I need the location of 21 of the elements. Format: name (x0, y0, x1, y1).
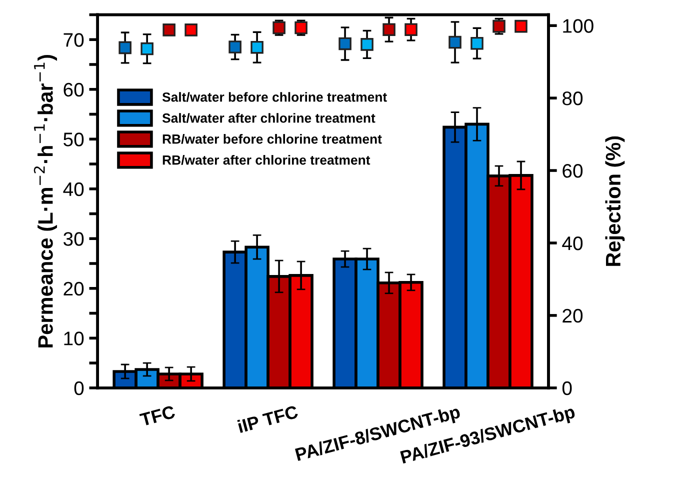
y2-axis-title: Rejection (%) (605, 136, 625, 266)
x-tick-label: TFC (139, 405, 176, 426)
y-tick-label: 40 (63, 182, 84, 196)
legend-label: Salt/water before chlorine treatment (162, 92, 387, 102)
legend-label: RB/water before chlorine treatment (162, 134, 382, 144)
y2-tick-label: 100 (563, 19, 594, 33)
y-tick-label: 70 (64, 33, 84, 47)
y-tick-label: 50 (64, 132, 84, 146)
y2-tick-label: 20 (562, 308, 583, 323)
y-tick-label: 20 (64, 282, 84, 296)
y2-tick-label: 60 (562, 164, 583, 178)
y2-tick-label: 80 (562, 92, 583, 106)
y-axis-title: Permeance (L·m$^{−2}$·h$^{−1}$·bar$^{−1}$) (34, 54, 57, 348)
y2-tick-label: 0 (562, 381, 572, 396)
y2-tick-label: 40 (562, 236, 583, 250)
y-tick-label: 0 (74, 381, 84, 396)
y-tick-label: 10 (64, 332, 84, 346)
legend-label: Salt/water after chlorine treatment (162, 113, 376, 123)
y-tick-label: 60 (64, 82, 84, 97)
legend-label: RB/water after chlorine treatment (162, 155, 370, 165)
y-tick-label: 30 (64, 232, 84, 246)
